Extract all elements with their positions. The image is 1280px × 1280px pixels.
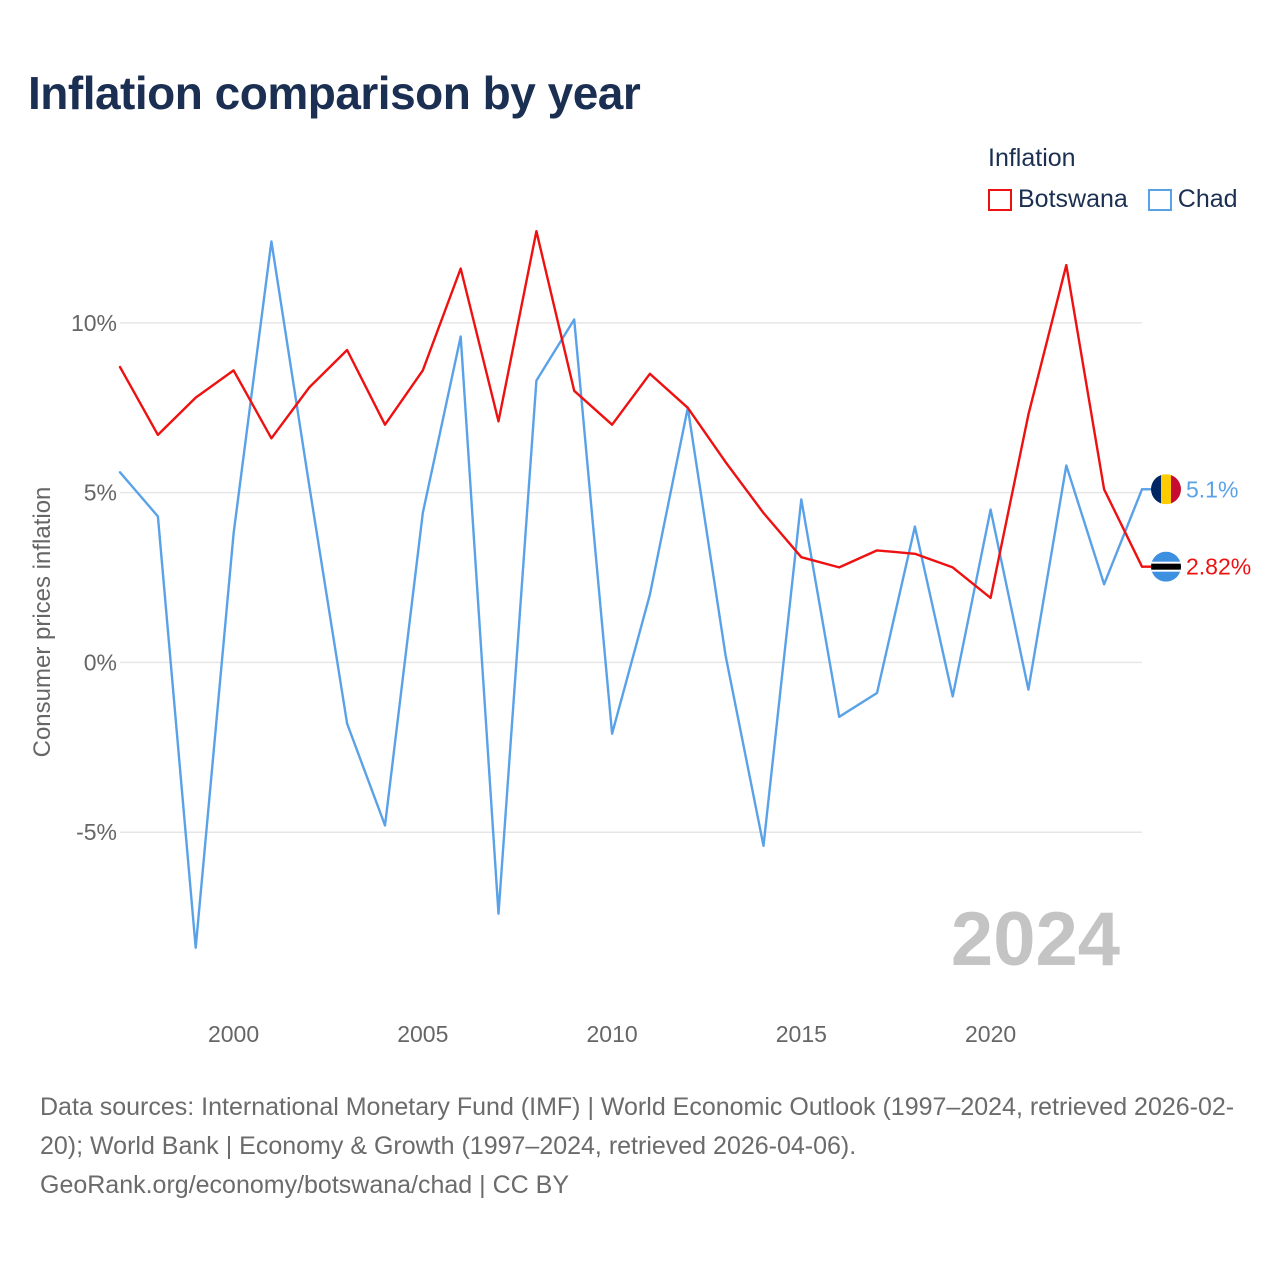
year-watermark: 2024 [951,897,1120,982]
chad-flag-icon [1151,474,1181,505]
x-tick-label: 2005 [397,1021,448,1047]
credit-text[interactable]: GeoRank.org/economy/botswana/chad | CC B… [40,1171,569,1199]
legend-swatch-botswana [988,188,1012,211]
botswana-flag-icon [1151,551,1181,582]
y-tick-label: -5% [76,819,117,845]
chart-title: Inflation comparison by year [28,67,641,119]
endpoint-layer: 2.82% 5.1% [1151,474,1251,582]
x-tick-label: 2020 [965,1021,1016,1047]
legend-item-botswana[interactable]: Botswana [988,185,1128,214]
legend-label-botswana: Botswana [1018,185,1128,213]
y-tick-label: 10% [71,310,117,336]
end-label-chad: 5.1% [1186,476,1238,502]
axis-layer: -5% 0% 5% 10% 2000 2005 2010 2015 2020 [71,310,1016,1047]
x-tick-label: 2000 [208,1021,259,1047]
legend-swatch-chad [1147,188,1172,211]
series-layer [118,229,1154,949]
x-tick-label: 2010 [586,1021,637,1047]
y-tick-label: 5% [84,480,117,506]
legend-item-chad[interactable]: Chad [1147,185,1238,214]
line-chart: 2024 -5% 0% 5% 10% 2000 2005 2010 2015 2020 2.82… [29,229,1251,1047]
x-tick-label: 2015 [776,1021,827,1047]
series-line-chad[interactable] [118,240,1144,949]
data-sources-text: Data sources: International Monetary Fun… [40,1093,1235,1160]
y-axis-label: Consumer prices inflation [29,487,56,758]
series-line-botswana[interactable] [118,229,1144,600]
footer: Data sources: International Monetary Fun… [40,1088,1250,1205]
legend-label-chad: Chad [1177,185,1238,213]
legend: Botswana Chad [988,185,1258,214]
end-label-botswana: 2.82% [1186,554,1251,580]
y-tick-label: 0% [84,649,117,675]
legend-title: Inflation [988,144,1076,172]
